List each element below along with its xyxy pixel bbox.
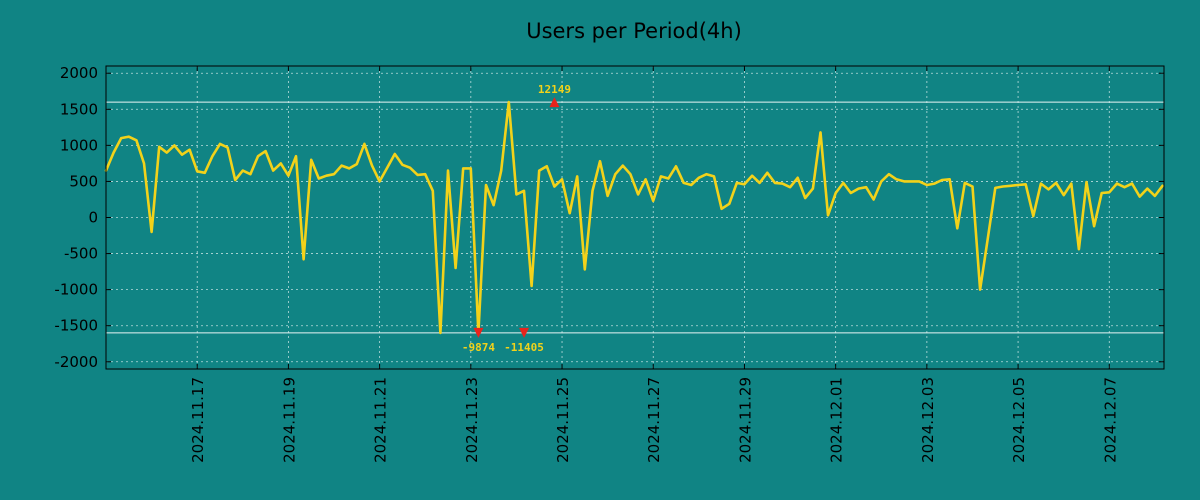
y-tick-label: 0 [88,209,98,227]
grid [106,66,1164,369]
reference-lines [106,101,1164,334]
plot-frame [105,65,1165,370]
y-tick-label: 2000 [60,64,98,82]
x-tick-label: 2024.12.07 [1101,377,1119,463]
y-tick-label: -2000 [54,353,98,371]
x-tick-label: 2024.11.21 [372,377,390,463]
y-tick-label: -500 [64,245,98,263]
chart-title: Users per Period(4h) [526,19,742,43]
x-tick-label: 2024.11.17 [189,377,207,463]
x-tick-label: 2024.11.29 [736,377,754,463]
max-annotation: 12149 [538,83,571,96]
series-layer [104,100,1164,335]
min-annotation: -9874 [462,341,495,354]
x-tick-label: 2024.11.25 [554,377,572,463]
y-tick-label: 1000 [60,136,98,154]
y-tick-label: -1500 [54,317,98,335]
x-tick-label: 2024.12.03 [919,377,937,463]
y-tick-label: 1500 [60,100,98,118]
y-tick-label: -1000 [54,281,98,299]
max-marker [549,97,560,108]
series-line-users [104,100,1164,335]
y-tick-label: 500 [69,172,98,190]
markers: -9874 -11405 12149 [462,83,571,354]
min-annotation: -11405 [504,341,544,354]
x-tick-label: 2024.12.05 [1010,377,1028,463]
tick-labels: 2000 1500 1000 500 0 -500 -1000 -1500 -2000 2024.… [54,64,1119,463]
min-marker [519,327,530,338]
axes [105,65,1165,370]
min-marker [473,327,484,338]
x-tick-label: 2024.12.01 [828,377,846,463]
x-tick-label: 2024.11.23 [463,377,481,463]
x-tick-label: 2024.11.19 [280,377,298,463]
x-tick-label: 2024.11.27 [645,377,663,463]
